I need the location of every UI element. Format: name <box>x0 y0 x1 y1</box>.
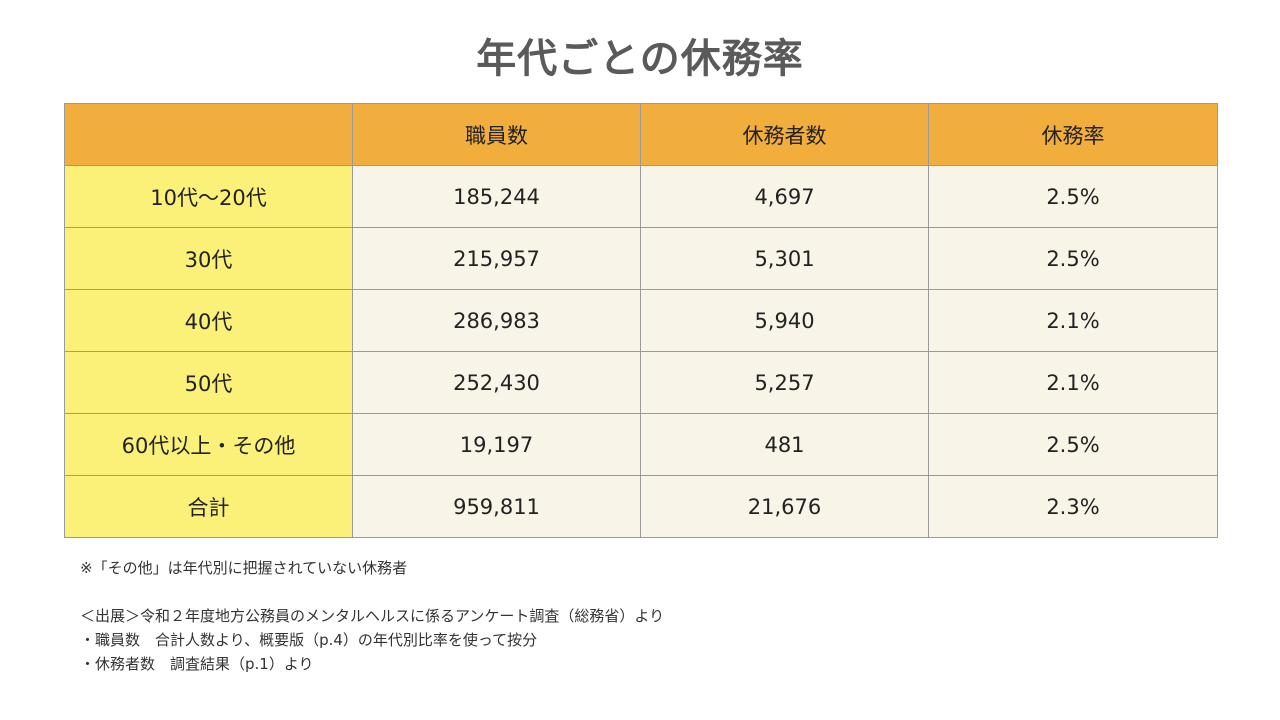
absence-rate-cell: 2.5% <box>928 413 1218 476</box>
staff-count-cell: 286,983 <box>352 289 641 352</box>
table-row: 40代 286,983 5,940 2.1% <box>64 289 1218 352</box>
staff-count-total-cell: 959,811 <box>352 475 641 538</box>
absent-count-cell: 4,697 <box>640 165 929 228</box>
row-label: 30代 <box>64 227 353 290</box>
staff-count-cell: 185,244 <box>352 165 641 228</box>
footnotes: ※「その他」は年代別に把握されていない休務者 ＜出展＞令和２年度地方公務員のメン… <box>80 556 664 676</box>
absent-count-cell: 5,301 <box>640 227 929 290</box>
header-absence-rate: 休務率 <box>928 103 1218 166</box>
absence-rate-cell: 2.5% <box>928 165 1218 228</box>
header-absent-count: 休務者数 <box>640 103 929 166</box>
header-empty <box>64 103 353 166</box>
table-row: 60代以上・その他 19,197 481 2.5% <box>64 413 1218 476</box>
row-label-total: 合計 <box>64 475 353 538</box>
row-label: 40代 <box>64 289 353 352</box>
page-title: 年代ごとの休務率 <box>476 36 804 82</box>
row-label: 50代 <box>64 351 353 414</box>
source-note: ＜出展＞令和２年度地方公務員のメンタルヘルスに係るアンケート調査（総務省）より <box>80 607 665 625</box>
table-total-row: 合計 959,811 21,676 2.3% <box>64 475 1218 538</box>
absence-rate-cell: 2.1% <box>928 289 1218 352</box>
staff-count-note: ・職員数 合計人数より、概要版（p.4）の年代別比率を使って按分 <box>80 631 538 649</box>
table-header-row: 職員数 休務者数 休務率 <box>64 103 1218 166</box>
row-label: 10代〜20代 <box>64 165 353 228</box>
table-row: 10代〜20代 185,244 4,697 2.5% <box>64 165 1218 228</box>
absence-rate-cell: 2.1% <box>928 351 1218 414</box>
absence-rate-total-cell: 2.3% <box>928 475 1218 538</box>
absent-count-cell: 5,940 <box>640 289 929 352</box>
table-row: 30代 215,957 5,301 2.5% <box>64 227 1218 290</box>
absent-count-total-cell: 21,676 <box>640 475 929 538</box>
absence-rate-cell: 2.5% <box>928 227 1218 290</box>
table-row: 50代 252,430 5,257 2.1% <box>64 351 1218 414</box>
row-label: 60代以上・その他 <box>64 413 353 476</box>
staff-count-cell: 252,430 <box>352 351 641 414</box>
absent-count-cell: 481 <box>640 413 929 476</box>
asterisk-note: ※「その他」は年代別に把握されていない休務者 <box>80 559 408 577</box>
staff-count-cell: 19,197 <box>352 413 641 476</box>
header-staff-count: 職員数 <box>352 103 641 166</box>
absent-count-cell: 5,257 <box>640 351 929 414</box>
staff-count-cell: 215,957 <box>352 227 641 290</box>
absence-rate-table: 職員数 休務者数 休務率 10代〜20代 185,244 4,697 2.5% … <box>64 103 1218 538</box>
absent-count-note: ・休務者数 調査結果（p.1）より <box>80 655 314 673</box>
